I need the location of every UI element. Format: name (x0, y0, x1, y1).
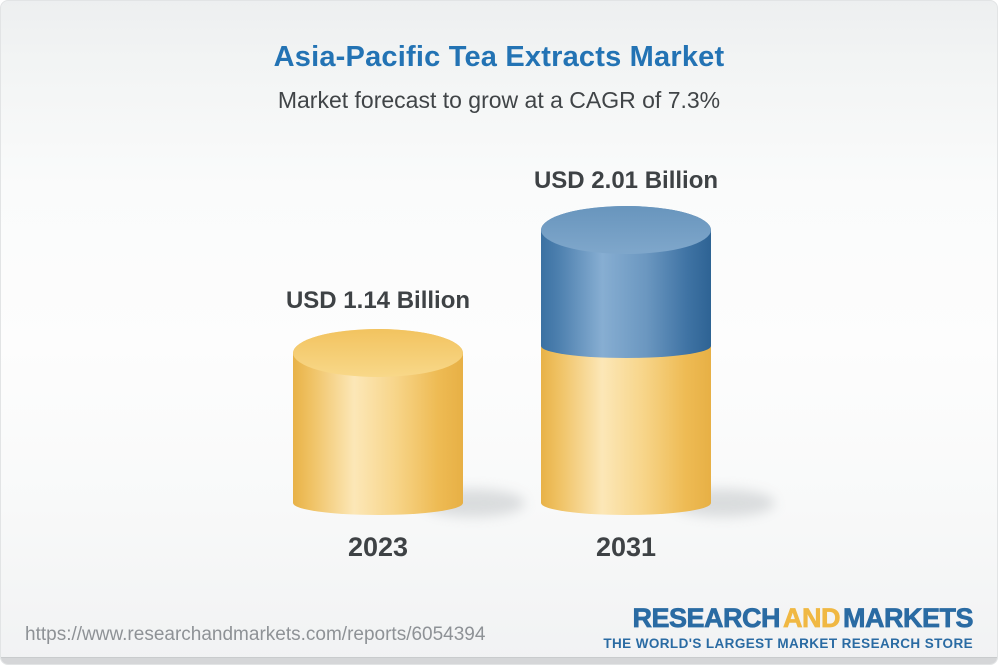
bar-2031-base-segment (541, 334, 711, 515)
brand-logo-wordmark: RESEARCH AND MARKETS (603, 603, 974, 633)
brand-word-and: AND (783, 603, 841, 633)
bar-2031-cylinder (541, 206, 711, 515)
x-tick-2023: 2023 (347, 532, 409, 562)
report-url[interactable]: https://www.researchandmarkets.com/repor… (25, 624, 486, 645)
bar-2023-cylinder (293, 329, 463, 515)
brand-tagline: THE WORLD'S LARGEST MARKET RESEARCH STOR… (603, 636, 973, 651)
brand-logo[interactable]: RESEARCH AND MARKETS THE WORLD'S LARGEST M… (603, 603, 974, 651)
card-bottom-edge (1, 657, 997, 664)
brand-word-markets: MARKETS (843, 603, 974, 633)
brand-word-research: RESEARCH (632, 603, 781, 633)
value-label-2031: USD 2.01 Billion (533, 167, 719, 194)
x-tick-2031: 2031 (595, 532, 657, 562)
page-title: Asia-Pacific Tea Extracts Market (273, 41, 725, 73)
page-subtitle: Market forecast to grow at a CAGR of 7.3… (277, 87, 721, 113)
value-label-2023: USD 1.14 Billion (285, 287, 471, 314)
